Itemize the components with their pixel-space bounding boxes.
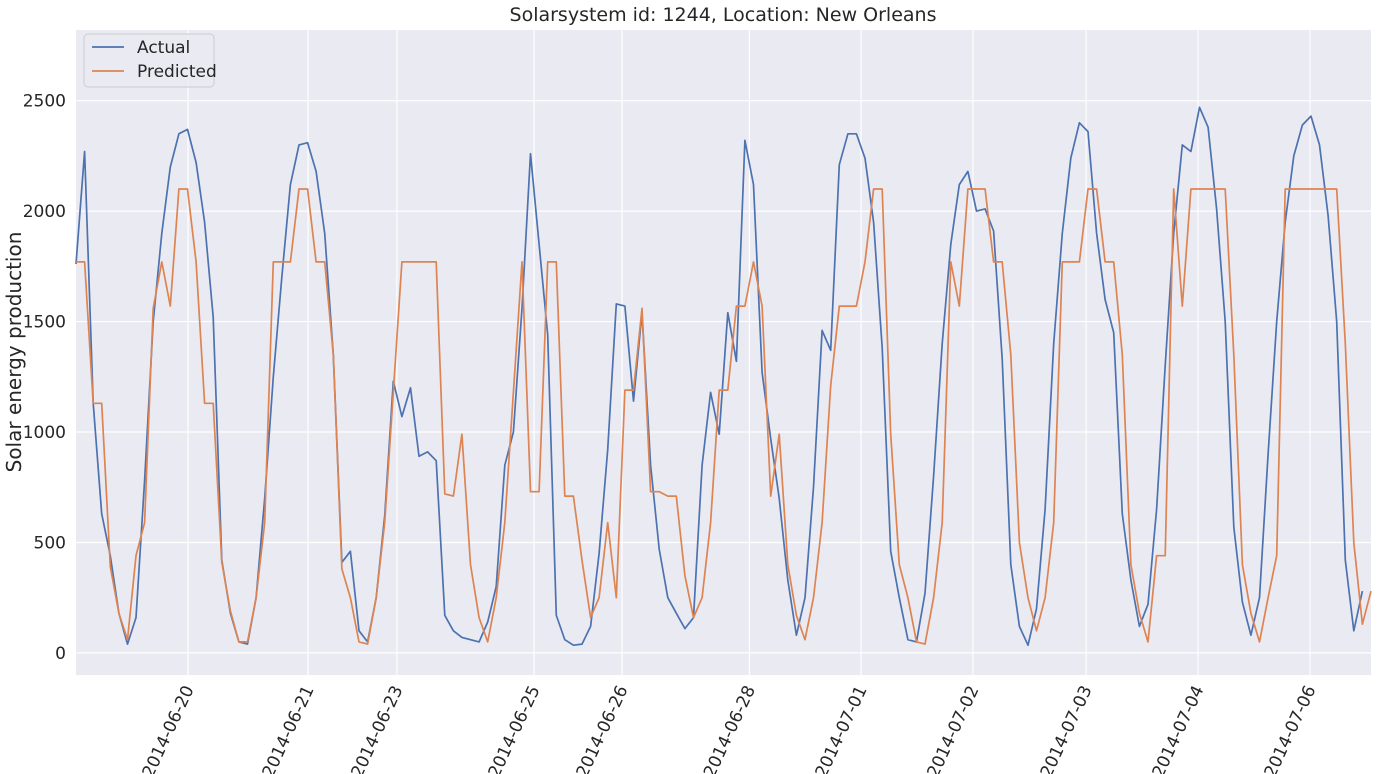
y-axis-label: Solar energy production bbox=[2, 232, 26, 473]
legend-label-predicted: Predicted bbox=[137, 62, 217, 82]
y-tick-label: 2000 bbox=[23, 202, 66, 222]
x-tick-label: 2014-06-21 bbox=[259, 683, 319, 774]
x-tick-label: 2014-06-28 bbox=[700, 683, 760, 774]
y-tick-labels: 0 500 1000 1500 2000 2500 bbox=[23, 92, 66, 664]
series-layer bbox=[75, 106, 1372, 647]
legend: Actual Predicted bbox=[83, 33, 217, 88]
y-tick-label: 1000 bbox=[23, 423, 66, 443]
series-line-predicted bbox=[76, 188, 1372, 645]
legend-label-actual: Actual bbox=[137, 38, 190, 58]
x-tick-label: 2014-07-04 bbox=[1149, 683, 1209, 774]
x-tick-label: 2014-06-26 bbox=[573, 683, 633, 774]
x-tick-label: 2014-07-03 bbox=[1037, 683, 1097, 774]
x-tick-label: 2014-06-23 bbox=[348, 683, 408, 774]
series-line-actual bbox=[75, 106, 1364, 647]
x-tick-label: 2014-06-25 bbox=[485, 683, 545, 774]
y-tick-label: 2500 bbox=[23, 92, 66, 112]
x-tick-labels: 2014-06-20 2014-06-21 2014-06-23 2014-06-25… bbox=[139, 683, 1321, 774]
y-tick-label: 1500 bbox=[23, 313, 66, 333]
x-tick-label: 2014-07-06 bbox=[1261, 683, 1321, 774]
x-tick-label: 2014-07-02 bbox=[924, 683, 984, 774]
x-tick-label: 2014-06-20 bbox=[139, 683, 199, 774]
y-tick-label: 0 bbox=[55, 644, 66, 664]
y-tick-label: 500 bbox=[34, 533, 66, 553]
chart-title: Solarsystem id: 1244, Location: New Orle… bbox=[510, 4, 937, 26]
grid bbox=[76, 30, 1371, 675]
x-tick-label: 2014-07-01 bbox=[812, 683, 872, 774]
